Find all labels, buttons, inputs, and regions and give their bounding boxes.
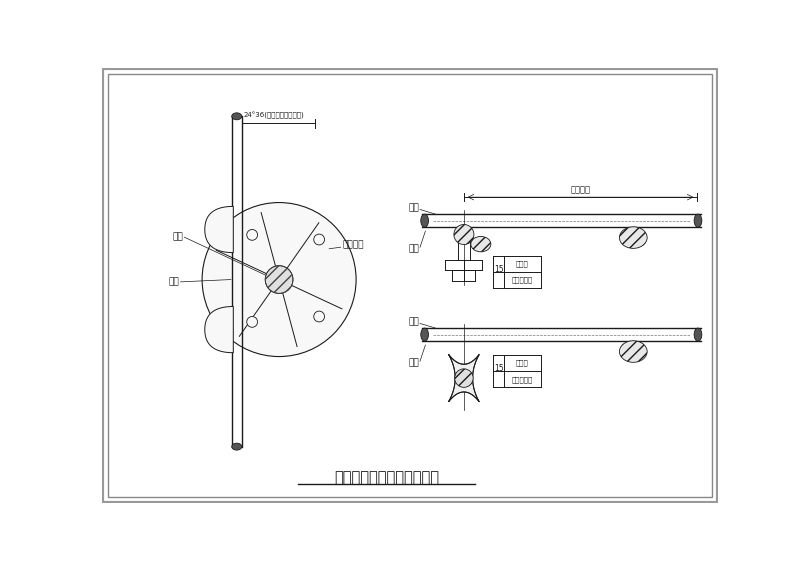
Ellipse shape xyxy=(471,236,491,252)
Text: 板筋: 板筋 xyxy=(409,203,419,212)
Text: 24°36(混凝土保护层厚度): 24°36(混凝土保护层厚度) xyxy=(243,112,304,119)
Text: 板筋: 板筋 xyxy=(409,318,419,327)
Circle shape xyxy=(314,234,325,245)
Polygon shape xyxy=(449,355,479,402)
Ellipse shape xyxy=(232,113,242,120)
Ellipse shape xyxy=(694,214,702,227)
Text: 15: 15 xyxy=(494,364,503,373)
Text: 箍筋: 箍筋 xyxy=(409,244,419,253)
Ellipse shape xyxy=(619,227,647,249)
Ellipse shape xyxy=(619,341,647,362)
Circle shape xyxy=(246,229,258,240)
Circle shape xyxy=(314,311,325,322)
Text: 混凝土保护: 混凝土保护 xyxy=(512,376,533,383)
Circle shape xyxy=(454,224,474,245)
Ellipse shape xyxy=(694,328,702,341)
Text: 层厚度: 层厚度 xyxy=(516,260,529,267)
Circle shape xyxy=(266,266,293,293)
Text: 箍筋: 箍筋 xyxy=(168,277,179,286)
Circle shape xyxy=(454,369,473,388)
Text: 钢筋绑扎保护卡工作示意图: 钢筋绑扎保护卡工作示意图 xyxy=(334,470,439,485)
Text: 箍筋: 箍筋 xyxy=(409,358,419,367)
Polygon shape xyxy=(205,206,234,253)
Polygon shape xyxy=(205,306,234,353)
Text: 混凝土保护: 混凝土保护 xyxy=(512,277,533,283)
Text: 主筋: 主筋 xyxy=(172,233,183,242)
Ellipse shape xyxy=(421,214,429,227)
Ellipse shape xyxy=(421,328,429,341)
Text: 塑料支架: 塑料支架 xyxy=(342,240,364,249)
Text: 15: 15 xyxy=(494,265,503,274)
Ellipse shape xyxy=(232,443,242,450)
Circle shape xyxy=(246,316,258,327)
Text: 钢筋间距: 钢筋间距 xyxy=(570,186,590,195)
Text: 层厚度: 层厚度 xyxy=(516,360,529,366)
Circle shape xyxy=(202,202,356,357)
